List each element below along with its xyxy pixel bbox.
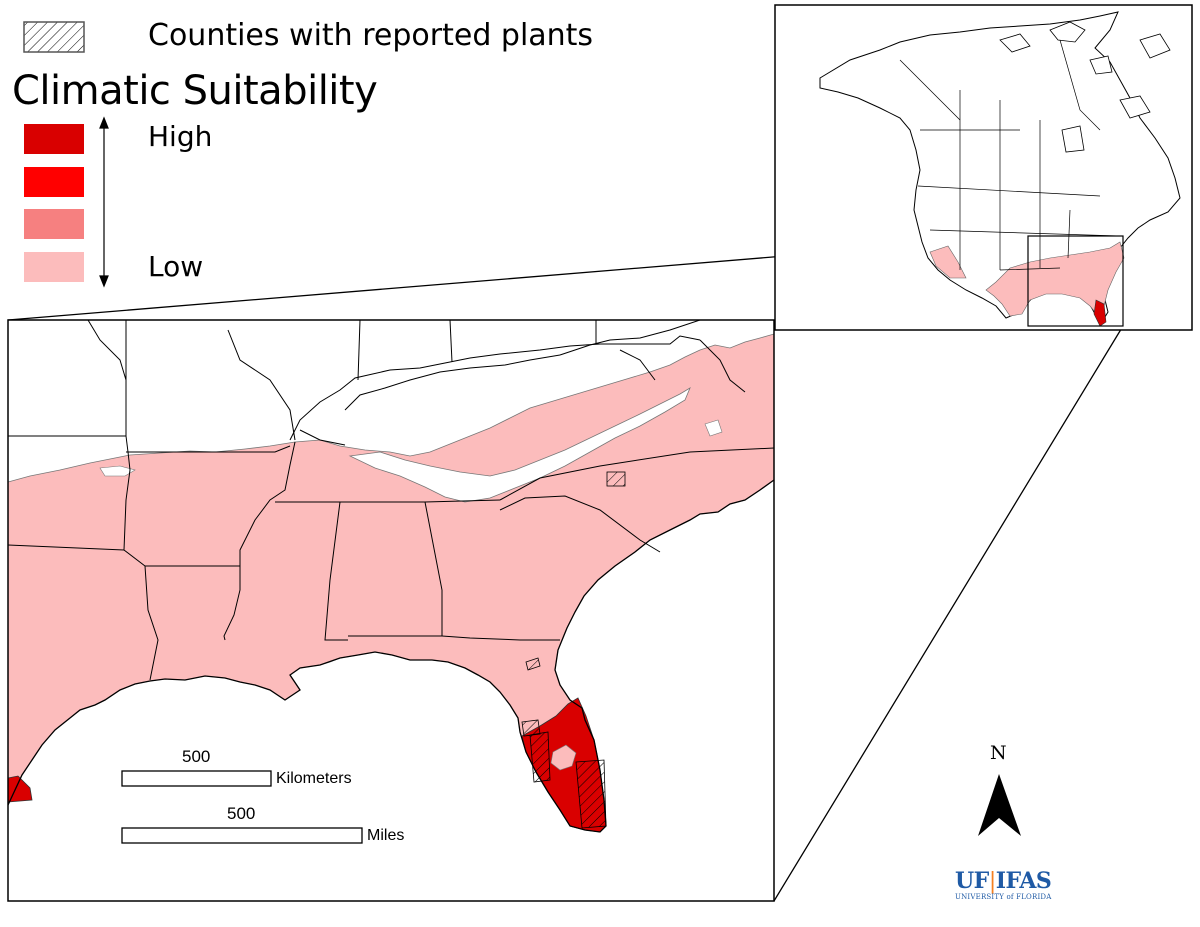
legend-swatch-low bbox=[24, 252, 84, 282]
state-boundaries bbox=[8, 320, 774, 681]
scale-bar-miles-unit: Miles bbox=[367, 827, 405, 844]
legend-swatch-high bbox=[24, 167, 84, 197]
inset-extent-box bbox=[1027, 235, 1124, 327]
legend-swatch-highest bbox=[24, 124, 84, 154]
legend-hatch-label: Counties with reported plants bbox=[148, 18, 594, 53]
inset-borders bbox=[899, 39, 1121, 271]
north-arrow-icon bbox=[978, 774, 1021, 836]
north-arrow-label: N bbox=[990, 742, 1007, 764]
legend-hatch-swatch bbox=[23, 21, 85, 53]
logo-uf-text: UF bbox=[955, 868, 989, 894]
reported-counties-hatch bbox=[521, 471, 626, 829]
logo-subtitle: UNIVERSITY of FLORIDA bbox=[955, 893, 1052, 901]
logo-ifas-text: IFAS bbox=[995, 868, 1052, 894]
inset-map-frame bbox=[774, 4, 1193, 331]
legend-low-label: Low bbox=[148, 250, 204, 283]
legend-high-label: High bbox=[148, 120, 213, 153]
inset-map bbox=[775, 5, 1192, 330]
coastline bbox=[8, 479, 774, 833]
scale-bar-miles bbox=[121, 827, 363, 844]
legend-gradient-arrow bbox=[99, 116, 109, 288]
scale-bar-km-value: 500 bbox=[182, 747, 211, 766]
main-map-frame bbox=[7, 319, 775, 902]
legend-title: Climatic Suitability bbox=[12, 68, 378, 114]
scale-bar-km-unit: Kilometers bbox=[276, 770, 352, 787]
main-map bbox=[8, 320, 774, 901]
logo-divider: | bbox=[988, 869, 996, 894]
scale-bar-km bbox=[121, 770, 272, 787]
legend-swatch-medium bbox=[24, 209, 84, 239]
scale-bar-miles-value: 500 bbox=[227, 804, 256, 823]
ufifas-logo: UF|IFAS bbox=[955, 868, 1052, 894]
